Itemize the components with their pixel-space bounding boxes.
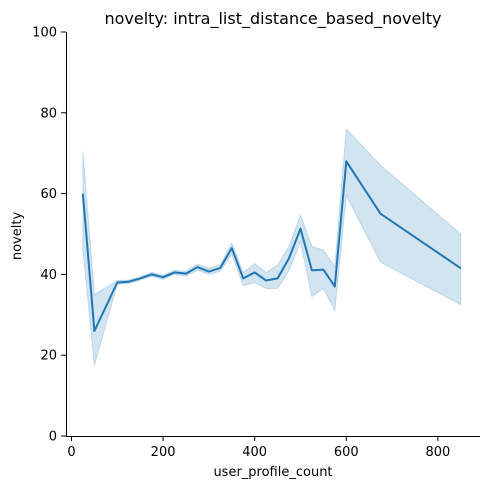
x-axis-ticks: 0 200 400 600 800 <box>67 436 450 460</box>
x-tick-label: 200 <box>151 445 176 460</box>
y-tick-label: 80 <box>40 106 57 121</box>
y-tick-label: 100 <box>32 26 57 41</box>
x-tick-label: 400 <box>242 445 267 460</box>
y-tick-label: 60 <box>40 187 57 202</box>
x-tick-label: 600 <box>334 445 359 460</box>
chart-title: novelty: intra_list_distance_based_novel… <box>104 9 441 29</box>
plot-area <box>81 127 462 366</box>
confidence-band <box>82 127 462 366</box>
series-line <box>81 160 462 332</box>
y-axis-title: novelty <box>10 212 25 261</box>
y-axis-ticks: 0 20 40 60 80 100 <box>32 26 66 445</box>
y-tick-label: 20 <box>40 349 57 364</box>
x-axis-title: user_profile_count <box>213 465 332 480</box>
y-tick-label: 0 <box>49 430 57 445</box>
y-tick-label: 40 <box>40 268 57 283</box>
x-tick-label: 800 <box>425 445 450 460</box>
x-tick-label: 0 <box>67 445 75 460</box>
data-points <box>82 161 461 331</box>
